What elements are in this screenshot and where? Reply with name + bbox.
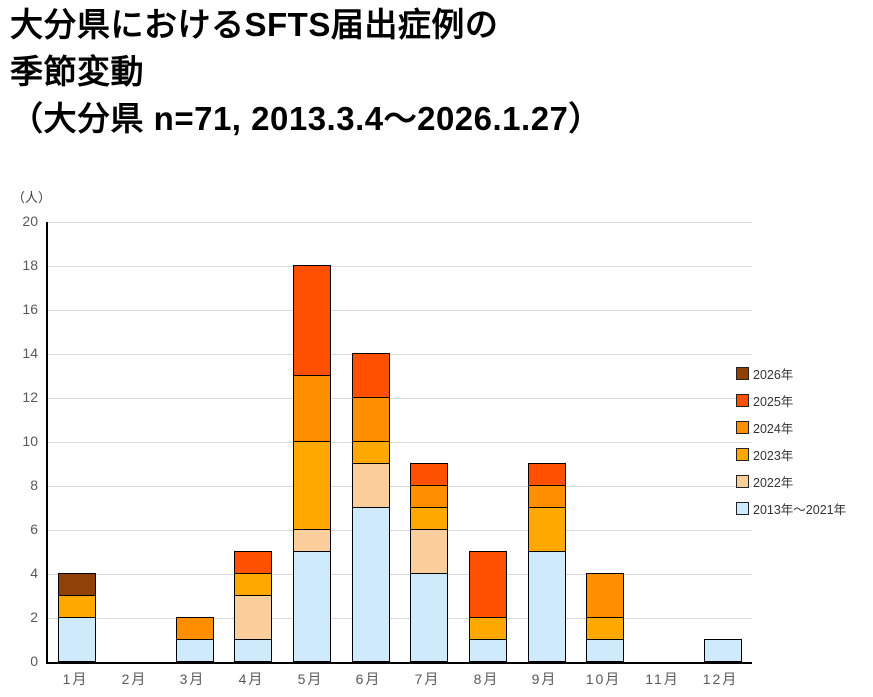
gridline: [48, 310, 752, 311]
x-axis-tick-label: 12月: [702, 671, 739, 687]
legend-swatch: [736, 367, 749, 380]
legend-label: 2025年: [753, 395, 794, 409]
bar-segment: [528, 463, 566, 486]
y-axis-tick-label: 8: [30, 477, 38, 493]
bar-segment: [234, 573, 272, 596]
gridline: [48, 486, 752, 487]
bar-segment: [704, 639, 742, 662]
gridline: [48, 618, 752, 619]
y-axis-tick-label: 18: [22, 257, 38, 273]
bar-segment: [234, 551, 272, 574]
x-axis-tick-label: 6月: [355, 671, 382, 687]
bar-segment: [58, 573, 96, 596]
y-axis-tick-label: 4: [30, 565, 38, 581]
bar-segment: [176, 639, 214, 662]
bar-segment: [234, 595, 272, 640]
legend-item: 2023年: [736, 447, 846, 463]
y-axis-tick-label: 16: [22, 301, 38, 317]
gridline: [48, 442, 752, 443]
bar-segment: [293, 375, 331, 442]
bar-segment: [293, 441, 331, 530]
bar-segment: [410, 485, 448, 508]
legend-swatch: [736, 475, 749, 488]
plot-area: [46, 222, 752, 664]
gridline: [48, 574, 752, 575]
y-axis-tick-label: 6: [30, 521, 38, 537]
bar-segment: [586, 573, 624, 618]
y-axis-tick-labels: 0 2 4 6 8 10 12 14 16 18 20: [0, 213, 38, 669]
x-axis-tick-labels: 1月 2月 3月 4月 5月 6月 7月 8月 9月 10月 11月 12月: [46, 669, 750, 693]
gridline: [48, 222, 752, 223]
legend-item: 2013年～2021年: [736, 501, 847, 517]
bar-segment: [410, 529, 448, 574]
bar-segment: [410, 463, 448, 486]
legend-item: 2022年: [736, 474, 846, 490]
chart-title-line-1: 大分県におけるSFTS届出症例の: [10, 6, 499, 43]
bar-segment: [176, 617, 214, 640]
legend-label: 2026年: [753, 368, 794, 382]
bar-segment: [352, 441, 390, 464]
x-axis-tick-label: 2月: [121, 671, 148, 687]
legend-item: 2026年: [736, 366, 846, 382]
y-axis-tick-label: 0: [30, 653, 38, 669]
bar-segment: [293, 529, 331, 552]
bar-segment: [410, 573, 448, 662]
chart-title-line-3: （大分県 n=71, 2013.3.4～2026.1.27）: [10, 99, 602, 137]
bar-segment: [293, 551, 331, 662]
bar-segment: [234, 639, 272, 662]
legend: 2026年 2025年 2024年 2023年 2022年 2013年～2021年: [736, 366, 846, 528]
gridline: [48, 398, 752, 399]
x-axis-tick-label: 7月: [414, 671, 441, 687]
chart-title-line-2: 季節変動: [10, 52, 144, 90]
legend-swatch: [736, 421, 749, 434]
bar-segment: [352, 463, 390, 508]
x-axis-tick-label: 5月: [297, 671, 324, 687]
x-axis-tick-label: 9月: [531, 671, 558, 687]
bar-segment: [469, 551, 507, 618]
y-axis-tick-label: 10: [22, 433, 38, 449]
y-axis-tick-label: 20: [22, 213, 38, 229]
legend-swatch: [736, 394, 749, 407]
bar-segment: [352, 397, 390, 442]
bar-segment: [528, 485, 566, 508]
bar-segment: [469, 639, 507, 662]
x-axis-tick-label: 1月: [62, 671, 89, 687]
y-axis-tick-label: 14: [22, 345, 38, 361]
gridline: [48, 354, 752, 355]
bar-segment: [528, 507, 566, 552]
bar-segment: [58, 595, 96, 618]
bar-segment: [352, 507, 390, 662]
gridline: [48, 530, 752, 531]
legend-item: 2025年: [736, 393, 846, 409]
x-axis-tick-label: 8月: [473, 671, 500, 687]
legend-item: 2024年: [736, 420, 846, 436]
bar-segment: [586, 639, 624, 662]
legend-label: 2013年～2021年: [753, 503, 847, 517]
legend-label: 2023年: [753, 449, 794, 463]
bar-segment: [58, 617, 96, 662]
legend-label: 2022年: [753, 476, 794, 490]
bar-segment: [469, 617, 507, 640]
bar-segment: [528, 551, 566, 662]
legend-swatch: [736, 502, 749, 515]
bar-segment: [586, 617, 624, 640]
gridline: [48, 266, 752, 267]
x-axis-tick-label: 11月: [645, 671, 680, 687]
legend-label: 2024年: [753, 422, 794, 436]
y-axis-unit-label: （人）: [12, 190, 52, 205]
x-axis-tick-label: 10月: [585, 671, 622, 687]
chart-title: 大分県におけるSFTS届出症例の 季節変動 （大分県 n=71, 2013.3.…: [10, 2, 602, 143]
y-axis-tick-label: 12: [22, 389, 38, 405]
x-axis-tick-label: 3月: [179, 671, 206, 687]
bar-segment: [352, 353, 390, 398]
y-axis-tick-label: 2: [30, 609, 38, 625]
legend-swatch: [736, 448, 749, 461]
bar-segment: [410, 507, 448, 530]
x-axis-tick-label: 4月: [238, 671, 265, 687]
bar-segment: [293, 265, 331, 376]
